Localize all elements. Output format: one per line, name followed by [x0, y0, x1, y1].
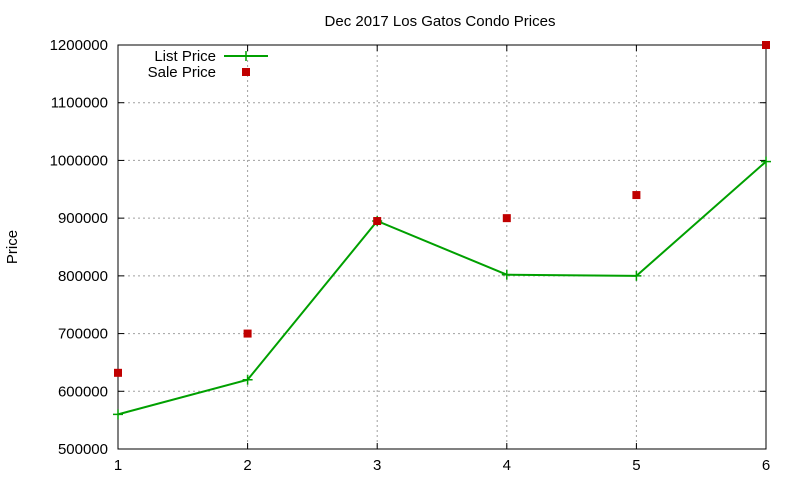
plot-frame	[117, 44, 767, 450]
y-tick-label: 700000	[58, 326, 108, 343]
y-tick-label: 1000000	[50, 152, 108, 169]
x-tick-label: 4	[503, 457, 511, 474]
data-point-sale-price	[114, 368, 122, 377]
legend-label-sale-price: Sale Price	[148, 64, 216, 81]
y-tick-label: 900000	[58, 210, 108, 227]
y-axis-label: Price	[4, 230, 21, 264]
series	[113, 41, 771, 420]
legend: List Price Sale Price	[148, 48, 268, 81]
y-tick-label: 800000	[58, 268, 108, 285]
x-tick-label: 5	[632, 457, 640, 474]
legend-marker-sale-price	[242, 68, 250, 76]
grid	[118, 45, 766, 449]
data-point-sale-price	[373, 217, 382, 226]
y-tick-label: 1200000	[50, 37, 108, 54]
x-tick-label: 3	[373, 457, 381, 474]
data-point-list-price	[501, 269, 512, 280]
tick-labels: 1 2 3 4 5 6 500000 600000 700000 800000 900000 1000…	[50, 37, 771, 474]
legend-marker-list-price	[241, 51, 251, 61]
data-point-list-price	[631, 270, 642, 281]
data-point-list-price	[242, 374, 253, 385]
x-tick-label: 1	[114, 457, 122, 474]
y-tick-label: 500000	[58, 441, 108, 458]
data-point-sale-price	[243, 329, 252, 338]
data-point-list-price	[113, 409, 123, 420]
data-point-sale-price	[762, 41, 770, 49]
y-tick-label: 1100000	[51, 95, 108, 112]
data-point-sale-price	[502, 214, 511, 223]
legend-label-list-price: List Price	[154, 48, 216, 65]
data-point-list-price	[761, 156, 771, 167]
x-tick-label: 6	[762, 457, 770, 474]
x-tick-label: 2	[243, 457, 251, 474]
chart-title: Dec 2017 Los Gatos Condo Prices	[325, 13, 556, 30]
series-line-list-price	[117, 160, 767, 416]
data-point-sale-price	[632, 191, 641, 200]
y-tick-label: 600000	[58, 383, 108, 400]
